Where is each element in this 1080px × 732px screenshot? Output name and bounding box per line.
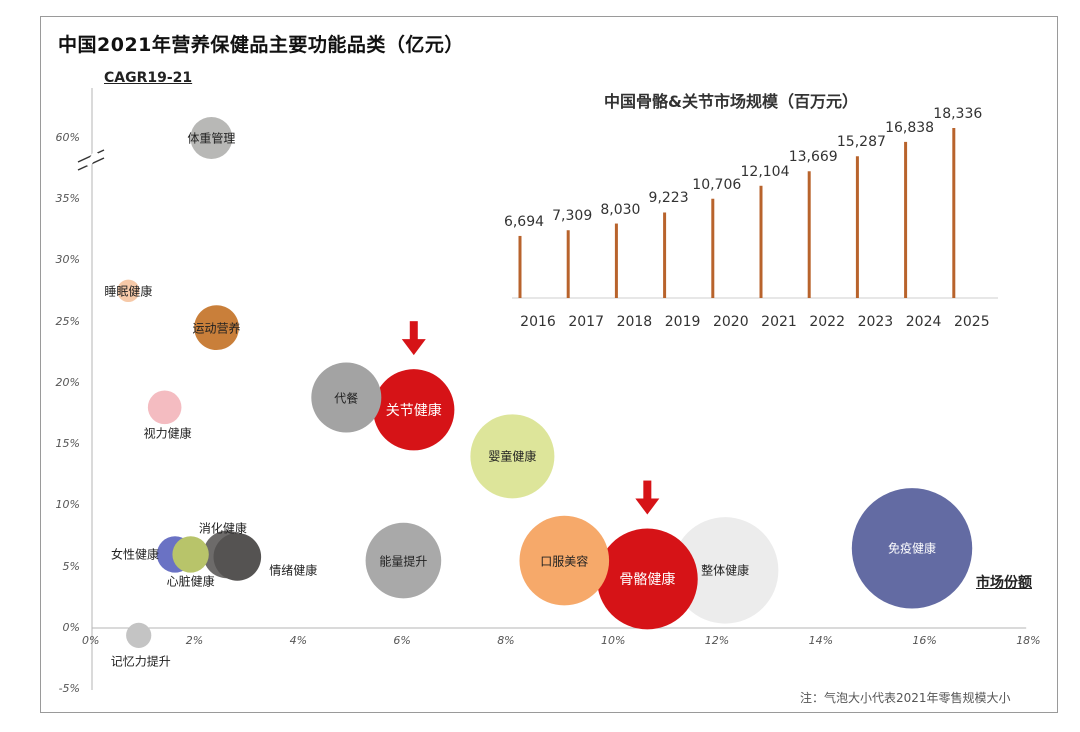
bubble-睡眠健康 xyxy=(117,279,140,303)
y-tick-label: 15% xyxy=(55,437,80,451)
inset-year-label: 2016 xyxy=(520,314,556,330)
bubble-label: 关节健康 xyxy=(385,402,442,419)
x-tick-label: 0% xyxy=(82,634,100,647)
inset-value-label: 16,838 xyxy=(885,119,935,136)
inset-bar xyxy=(952,128,956,298)
y-tick-label: 5% xyxy=(62,559,80,573)
bubble-layer xyxy=(117,117,973,648)
x-tick-label: 4% xyxy=(289,634,308,647)
bubble-心脏健康 xyxy=(172,536,209,573)
bubble-label: 口服美容 xyxy=(540,554,589,569)
inset-year-label: 2017 xyxy=(568,314,605,330)
bubble-label: 睡眠健康 xyxy=(104,284,153,299)
bubble-情绪健康 xyxy=(213,533,262,581)
axes-layer xyxy=(77,88,1027,690)
bubble-label: 女性健康 xyxy=(111,547,160,562)
bubble-婴童健康 xyxy=(470,414,555,499)
bubble-代餐 xyxy=(311,362,382,433)
y-axis-label: CAGR19-21 xyxy=(104,70,193,86)
bubble-label: 整体健康 xyxy=(701,563,750,578)
bubble-label: 运动营养 xyxy=(192,321,241,336)
bubble-label: 能量提升 xyxy=(379,554,428,569)
bubble-label: 记忆力提升 xyxy=(110,654,171,669)
bubble-体重管理 xyxy=(190,117,233,159)
page-title: 中国2021年营养保健品主要功能品类（亿元） xyxy=(58,34,464,56)
bubble-免疫健康 xyxy=(851,488,973,609)
x-tick-label: 16% xyxy=(912,634,937,647)
y-tick-label: 10% xyxy=(55,498,80,512)
inset-bar xyxy=(566,230,570,298)
x-tick-label: 2% xyxy=(185,634,204,647)
bubble-label: 视力健康 xyxy=(143,426,192,441)
bubble-label: 体重管理 xyxy=(187,131,236,146)
y-tick-label: 0% xyxy=(62,621,80,634)
inset-value-label: 12,104 xyxy=(740,163,790,180)
x-tick-label: 18% xyxy=(1016,634,1041,647)
inset-chart-title: 中国骨骼&关节市场规模（百万元） xyxy=(604,92,858,111)
inset-value-label: 18,336 xyxy=(933,106,983,122)
bubble-口服美容 xyxy=(519,515,610,606)
x-tick-label: 10% xyxy=(601,634,626,647)
inset-bar-chart xyxy=(512,128,998,299)
bubble-骨骼健康 xyxy=(596,528,698,630)
bubble-label: 婴童健康 xyxy=(488,449,537,464)
bubble-记忆力提升 xyxy=(126,622,152,648)
inset-value-label: 10,706 xyxy=(692,176,742,193)
bubble-label: 代餐 xyxy=(334,391,359,405)
inset-bar xyxy=(663,212,667,298)
inset-bar xyxy=(855,156,859,298)
inset-bar xyxy=(904,141,908,298)
inset-bar xyxy=(614,223,618,298)
bubble-视力健康 xyxy=(147,390,182,425)
x-axis-label: 市场份额 xyxy=(976,575,1032,591)
inset-bar xyxy=(711,198,715,298)
inset-value-label: 7,309 xyxy=(552,208,593,225)
inset-bar xyxy=(807,171,811,298)
y-tick-label: 30% xyxy=(55,253,80,267)
highlight-arrow xyxy=(401,321,426,356)
inset-year-label: 2025 xyxy=(953,314,990,330)
inset-year-label: 2021 xyxy=(761,314,797,330)
footnote: 注：气泡大小代表2021年零售规模大小 xyxy=(800,691,1011,705)
highlight-arrows xyxy=(401,321,660,515)
x-tick-label: 14% xyxy=(808,634,834,647)
inset-year-label: 2018 xyxy=(616,314,653,330)
inset-year-label: 2020 xyxy=(712,314,749,330)
inset-value-label: 13,669 xyxy=(788,149,838,166)
bubble-关节健康 xyxy=(373,369,455,451)
inset-year-label: 2022 xyxy=(809,314,846,330)
inset-value-label: 6,694 xyxy=(503,213,545,230)
bubble-label: 免疫健康 xyxy=(888,541,937,556)
y-tick-label: 35% xyxy=(55,191,80,205)
inset-value-label: 8,030 xyxy=(600,201,641,218)
bubble-label: 消化健康 xyxy=(198,521,247,536)
bubble-label: 情绪健康 xyxy=(269,563,318,578)
inset-value-label: 15,287 xyxy=(836,134,886,151)
y-tick-label: -5% xyxy=(58,682,80,696)
bubble-能量提升 xyxy=(365,522,442,599)
y-tick-label: 60% xyxy=(55,131,80,144)
inset-bar xyxy=(759,185,763,298)
bubble-label: 心脏健康 xyxy=(166,574,215,589)
x-tick-label: 8% xyxy=(497,634,515,647)
y-tick-label: 20% xyxy=(55,375,80,389)
inset-year-label: 2023 xyxy=(857,314,894,330)
x-tick-label: 12% xyxy=(704,634,730,647)
inset-year-label: 2019 xyxy=(664,314,701,330)
y-tick-label: 25% xyxy=(55,314,80,328)
inset-year-label: 2024 xyxy=(905,314,942,330)
inset-value-label: 9,223 xyxy=(648,190,689,207)
bubble-整体健康 xyxy=(671,517,779,624)
bubble-label: 骨骼健康 xyxy=(619,571,676,588)
x-tick-label: 6% xyxy=(393,634,411,647)
highlight-arrow xyxy=(635,480,660,515)
bubble-运动营养 xyxy=(194,305,239,351)
inset-bar xyxy=(518,235,522,298)
